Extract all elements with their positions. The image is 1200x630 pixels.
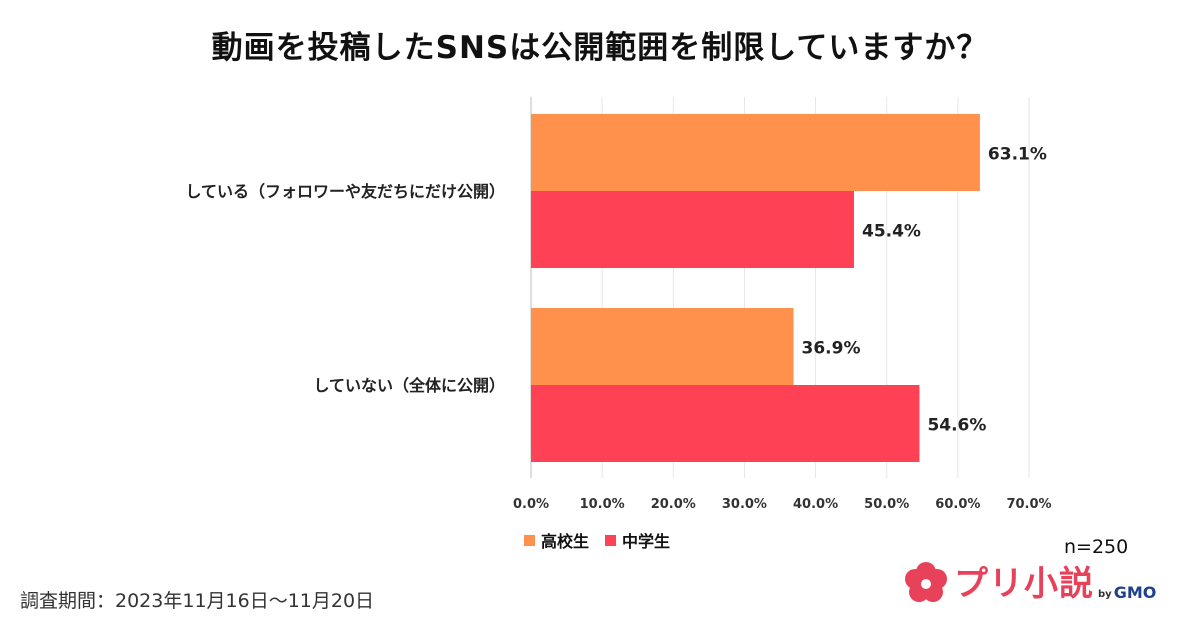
legend-swatch-middle-school: [605, 534, 617, 546]
x-tick-label: 0.0%: [513, 497, 549, 512]
x-tick-label: 10.0%: [580, 497, 625, 512]
brand-name: プリ小説: [954, 564, 1094, 604]
flower-logo-icon: [905, 562, 947, 602]
bar-middle-school: [531, 385, 920, 462]
category-label: していない（全体に公開）: [313, 376, 505, 395]
bar-high-school: [531, 308, 794, 385]
legend-swatch-high-school: [524, 534, 535, 546]
category-label: している（フォロワーや友だちにだけ公開）: [185, 182, 505, 201]
brand-company: GMO: [1113, 583, 1157, 602]
legend: 高校生 中学生: [524, 528, 686, 552]
x-tick-label: 50.0%: [864, 497, 909, 512]
brand-by: by: [1098, 589, 1112, 600]
bar-high-school: [531, 114, 980, 191]
x-tick-label: 60.0%: [935, 497, 980, 512]
bar-middle-school: [531, 191, 854, 268]
data-label: 63.1%: [988, 145, 1047, 165]
legend-item-middle-school: 中学生: [605, 528, 670, 552]
data-label: 36.9%: [802, 339, 861, 359]
page-title: 動画を投稿したSNSは公開範囲を制限していますか？: [211, 30, 989, 66]
legend-label-high-school: 高校生: [541, 532, 590, 551]
bar-chart: 0.0% 10.0% 20.0% 30.0% 40.0% 50.0% 60.0% 70.0% し…: [185, 97, 1052, 512]
x-tick-label: 30.0%: [722, 497, 767, 512]
x-tick-label: 40.0%: [793, 497, 838, 512]
data-label: 45.4%: [862, 222, 921, 242]
legend-label-middle-school: 中学生: [622, 532, 671, 551]
survey-period: 調査期間：2023年11月16日〜11月20日: [20, 590, 375, 612]
x-tick-label: 20.0%: [651, 497, 696, 512]
x-tick-label: 70.0%: [1006, 497, 1051, 512]
data-label: 54.6%: [927, 416, 986, 436]
sample-size: n=250: [1064, 536, 1129, 558]
brand-logo: プリ小説 by GMO: [902, 560, 1156, 606]
legend-item-high-school: 高校生: [524, 528, 589, 552]
